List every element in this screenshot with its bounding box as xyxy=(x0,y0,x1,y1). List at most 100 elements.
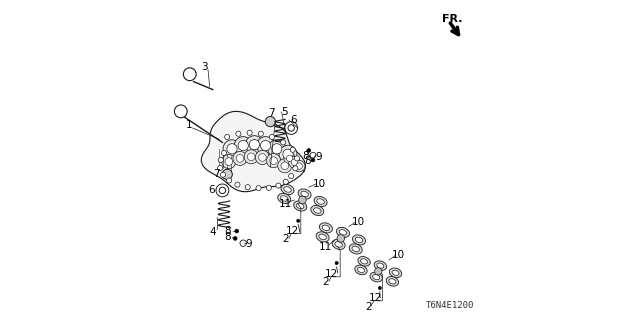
Ellipse shape xyxy=(355,265,367,275)
Circle shape xyxy=(249,140,260,150)
Ellipse shape xyxy=(314,196,327,207)
Circle shape xyxy=(220,172,226,177)
Text: 10: 10 xyxy=(352,217,365,228)
Text: 6: 6 xyxy=(208,185,214,196)
Polygon shape xyxy=(202,111,305,192)
Circle shape xyxy=(245,185,250,190)
Circle shape xyxy=(288,125,294,131)
Text: FR.: FR. xyxy=(442,14,463,24)
Circle shape xyxy=(289,156,300,168)
Ellipse shape xyxy=(322,225,330,231)
Ellipse shape xyxy=(358,257,371,266)
Circle shape xyxy=(310,152,316,158)
Ellipse shape xyxy=(319,234,326,240)
Text: 11: 11 xyxy=(279,199,292,209)
Text: T6N4E1200: T6N4E1200 xyxy=(426,301,474,310)
Circle shape xyxy=(218,165,223,171)
Circle shape xyxy=(259,131,264,136)
Ellipse shape xyxy=(360,259,367,264)
Text: 2: 2 xyxy=(282,234,289,244)
Circle shape xyxy=(272,144,282,154)
Circle shape xyxy=(278,159,292,173)
Ellipse shape xyxy=(296,203,304,209)
Ellipse shape xyxy=(374,261,387,270)
Text: 10: 10 xyxy=(312,179,326,189)
Text: 8: 8 xyxy=(302,151,309,161)
Text: 7: 7 xyxy=(268,108,275,118)
Ellipse shape xyxy=(392,270,399,276)
Circle shape xyxy=(337,235,344,242)
Circle shape xyxy=(260,140,271,151)
Ellipse shape xyxy=(298,189,311,199)
Text: 4: 4 xyxy=(209,227,216,237)
Circle shape xyxy=(307,148,311,152)
Circle shape xyxy=(225,158,233,165)
Circle shape xyxy=(223,140,241,158)
Ellipse shape xyxy=(294,201,307,211)
Circle shape xyxy=(294,156,300,161)
Circle shape xyxy=(335,261,339,265)
Circle shape xyxy=(285,122,298,134)
Circle shape xyxy=(284,153,296,164)
Ellipse shape xyxy=(352,246,360,252)
Text: 5: 5 xyxy=(282,107,288,117)
Ellipse shape xyxy=(337,227,349,237)
Text: 7: 7 xyxy=(212,169,220,180)
Circle shape xyxy=(298,196,306,204)
Circle shape xyxy=(247,153,255,161)
Circle shape xyxy=(255,150,269,164)
Circle shape xyxy=(174,105,188,118)
Text: 11: 11 xyxy=(319,242,332,252)
Circle shape xyxy=(265,116,275,127)
Circle shape xyxy=(280,140,285,145)
Text: 1: 1 xyxy=(186,120,192,131)
Text: 12: 12 xyxy=(369,293,381,303)
Circle shape xyxy=(221,155,236,169)
Ellipse shape xyxy=(353,235,365,245)
Circle shape xyxy=(247,130,252,135)
Circle shape xyxy=(289,173,294,179)
Ellipse shape xyxy=(339,230,347,235)
Circle shape xyxy=(225,134,230,140)
Circle shape xyxy=(266,185,271,190)
Text: 2: 2 xyxy=(322,277,329,287)
Circle shape xyxy=(216,184,229,197)
Ellipse shape xyxy=(281,184,294,195)
Circle shape xyxy=(291,159,298,165)
Text: 8: 8 xyxy=(304,156,310,166)
Circle shape xyxy=(259,154,266,161)
Circle shape xyxy=(294,160,305,172)
Text: 9: 9 xyxy=(316,152,322,162)
Text: 10: 10 xyxy=(392,250,405,260)
Text: 9: 9 xyxy=(246,239,252,249)
Circle shape xyxy=(183,68,196,81)
Circle shape xyxy=(238,140,248,151)
Ellipse shape xyxy=(389,279,396,284)
Ellipse shape xyxy=(389,268,402,278)
Circle shape xyxy=(267,154,281,168)
Circle shape xyxy=(276,183,281,188)
Circle shape xyxy=(293,166,298,171)
Circle shape xyxy=(311,158,315,162)
Circle shape xyxy=(218,157,223,163)
Ellipse shape xyxy=(372,275,380,280)
Circle shape xyxy=(268,140,285,158)
Circle shape xyxy=(233,151,247,165)
Circle shape xyxy=(297,219,300,222)
Ellipse shape xyxy=(349,244,362,254)
Ellipse shape xyxy=(301,191,308,197)
Circle shape xyxy=(244,150,259,164)
Text: 6: 6 xyxy=(291,115,297,125)
Circle shape xyxy=(235,182,240,187)
Circle shape xyxy=(270,157,278,164)
Text: 3: 3 xyxy=(201,62,207,72)
Text: 2: 2 xyxy=(365,301,372,312)
Ellipse shape xyxy=(335,242,342,247)
Circle shape xyxy=(245,136,264,154)
Ellipse shape xyxy=(355,237,363,243)
Ellipse shape xyxy=(358,267,365,273)
Ellipse shape xyxy=(311,205,324,216)
Circle shape xyxy=(287,155,293,162)
Text: 8: 8 xyxy=(225,232,231,243)
Circle shape xyxy=(234,137,252,155)
